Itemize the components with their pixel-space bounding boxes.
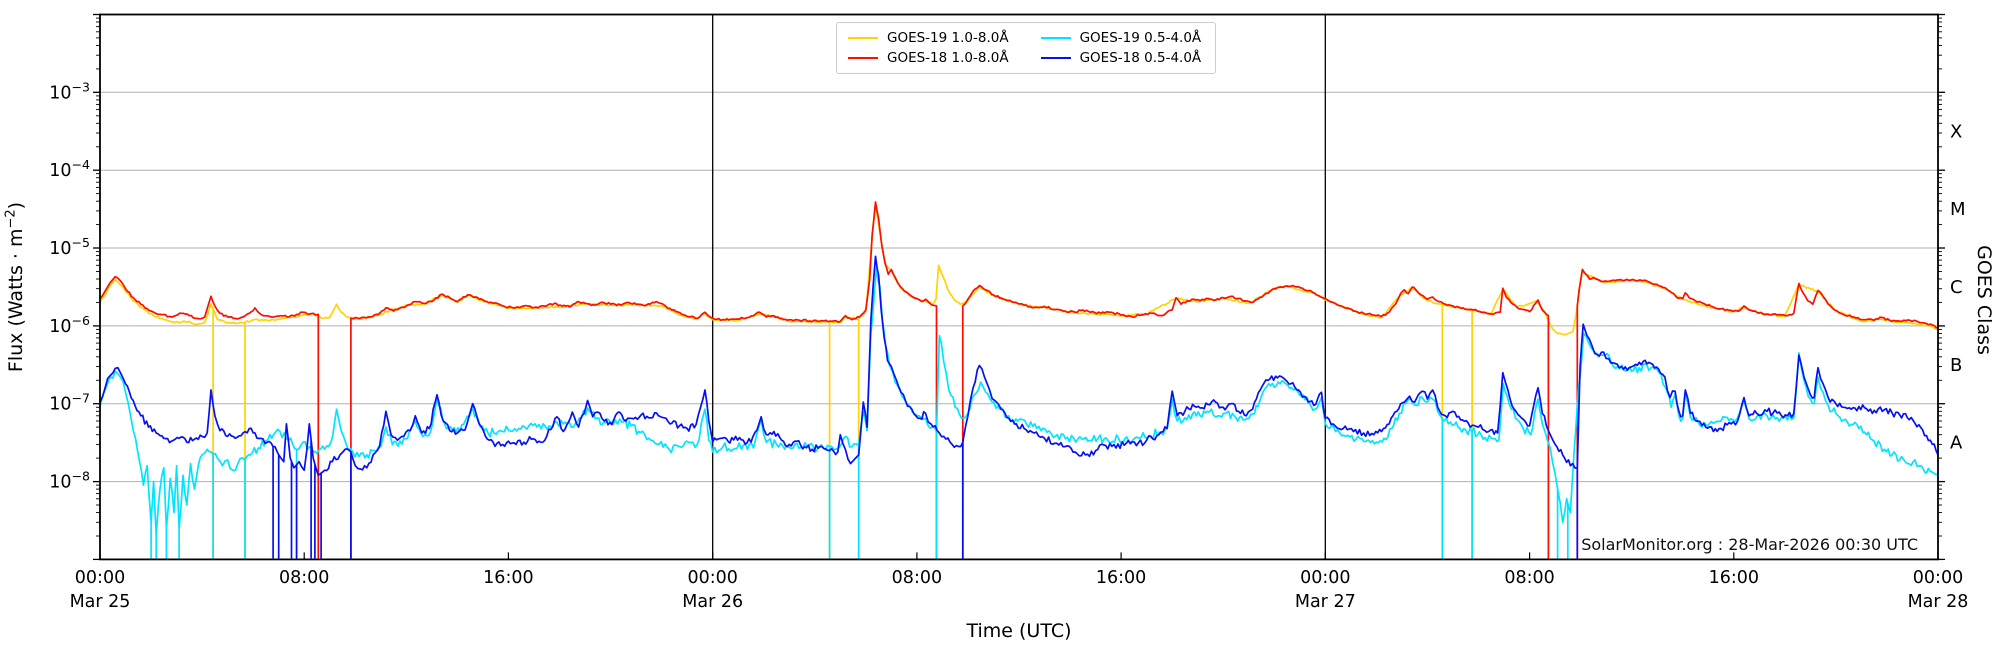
- series-line-1: [100, 201, 1938, 559]
- x-tick-label: 00:00: [1300, 568, 1350, 588]
- x-tick-label: 08:00: [279, 568, 329, 588]
- goes19-long-line-swatch: [848, 37, 878, 39]
- series-line-3: [100, 255, 1938, 559]
- x-tick-date-label: Mar 25: [70, 592, 131, 612]
- goes18-long-line-swatch: [848, 57, 878, 59]
- x-axis-title: Time (UTC): [966, 620, 1072, 642]
- x-tick-label: 16:00: [1096, 568, 1146, 588]
- y-tick-label: 10−6: [49, 313, 90, 337]
- goes-class-label-m: M: [1950, 199, 1966, 220]
- legend-item-goes19-long: GOES-19 1.0-8.0Å: [848, 30, 1009, 46]
- x-tick-label: 00:00: [75, 568, 125, 588]
- goes19-short-line-swatch: [1040, 37, 1071, 39]
- legend-item-goes19-short: GOES-19 0.5-4.0Å: [1040, 30, 1202, 46]
- x-tick-label: 00:00: [687, 568, 737, 588]
- attribution-text: SolarMonitor.org : 28-Mar-2026 00:30 UTC: [1581, 535, 1918, 554]
- x-tick-date-label: Mar 26: [682, 592, 743, 612]
- legend-label: GOES-18 0.5-4.0Å: [1079, 50, 1202, 66]
- y-axis-title: Flux (Watts · m−2): [3, 201, 27, 373]
- x-tick-label: 08:00: [892, 568, 942, 588]
- series-group: [100, 201, 1938, 559]
- y-tick-label: 10−7: [49, 391, 90, 415]
- goes-class-label-x: X: [1950, 121, 1962, 142]
- x-tick-label: 16:00: [1709, 568, 1759, 588]
- goes-class-label-a: A: [1950, 433, 1963, 454]
- legend-label: GOES-18 1.0-8.0Å: [887, 50, 1009, 66]
- right-axis-title: GOES Class: [1973, 245, 1995, 355]
- legend-label: GOES-19 0.5-4.0Å: [1079, 30, 1202, 46]
- legend-item-goes18-short: GOES-18 0.5-4.0Å: [1040, 50, 1202, 66]
- y-tick-label: 10−8: [49, 469, 90, 493]
- x-tick-date-label: Mar 27: [1295, 592, 1356, 612]
- goes-class-label-c: C: [1950, 277, 1963, 298]
- y-tick-label: 10−3: [49, 79, 90, 103]
- legend-label: GOES-19 1.0-8.0Å: [887, 30, 1009, 46]
- y-tick-label: 10−5: [49, 235, 90, 259]
- goes-class-label-b: B: [1950, 355, 1962, 376]
- legend-item-goes18-long: GOES-18 1.0-8.0Å: [848, 50, 1009, 66]
- y-axis-title-exponent: −2: [3, 209, 19, 229]
- goes18-short-line-swatch: [1040, 57, 1071, 59]
- x-tick-date-label: Mar 28: [1908, 592, 1969, 612]
- legend: GOES-19 1.0-8.0Å GOES-19 0.5-4.0Å GOES-1…: [836, 22, 1217, 74]
- x-tick-label: 16:00: [483, 568, 533, 588]
- plot-border: [99, 13, 1939, 561]
- x-tick-label: 08:00: [1504, 568, 1554, 588]
- series-line-2: [100, 266, 1938, 559]
- y-tick-label: 10−4: [49, 157, 90, 181]
- x-tick-label: 00:00: [1913, 568, 1963, 588]
